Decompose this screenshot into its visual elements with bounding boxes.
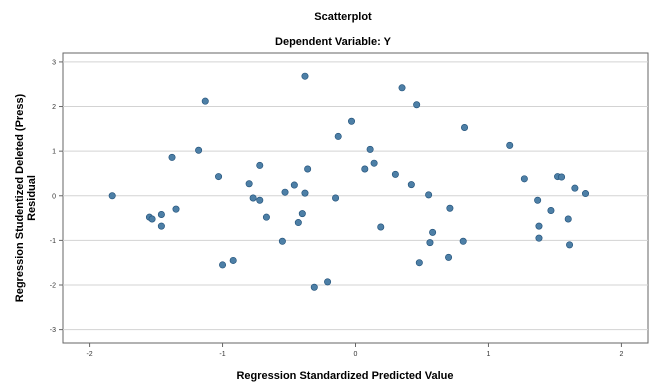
scatter-point (366, 145, 374, 153)
scatter-point (415, 259, 423, 267)
scatter-point (168, 153, 176, 161)
scatter-point (429, 228, 437, 236)
x-tick-label: -1 (219, 351, 225, 358)
scatter-point (425, 191, 433, 199)
scatter-point (324, 278, 332, 286)
scatter-point (219, 261, 227, 269)
scatter-point (262, 213, 270, 221)
x-tick-label: 2 (619, 351, 623, 358)
scatter-point (108, 192, 116, 200)
chart-title: Scatterplot (314, 11, 372, 23)
x-tick-label: 1 (487, 351, 491, 358)
scatter-point (278, 237, 286, 245)
scatter-point (195, 146, 203, 154)
scatter-point (520, 175, 528, 183)
scatter-point (535, 234, 543, 242)
x-tick-label: 0 (354, 351, 358, 358)
scatter-point (534, 196, 542, 204)
scatter-point (426, 239, 434, 247)
scatter-point (157, 222, 165, 230)
scatter-point (281, 188, 289, 196)
x-tick-label: -2 (86, 351, 92, 358)
data-points (108, 72, 590, 291)
scatter-point (245, 180, 253, 188)
y-tick-label: 0 (52, 193, 56, 200)
scatter-point (547, 206, 555, 214)
y-tick-label: 3 (52, 59, 56, 66)
scatter-point (148, 215, 156, 223)
scatter-point (461, 124, 469, 132)
scatter-point (361, 165, 369, 173)
scatter-point (157, 211, 165, 219)
y-axis-title-line2: Residual (26, 175, 38, 221)
y-axis-title-line1: Regression Studentized Deleted (Press) (14, 93, 26, 302)
scatter-point (256, 161, 264, 169)
scatter-point (298, 210, 306, 218)
scatter-point (558, 173, 566, 181)
scatter-point (310, 283, 318, 291)
y-tick-label: 2 (52, 104, 56, 111)
chart-subtitle: Dependent Variable: Y (275, 36, 392, 48)
scatter-point (290, 181, 298, 189)
scatter-point (398, 84, 406, 92)
scatter-point (215, 173, 223, 181)
scatter-point (334, 132, 342, 140)
scatter-point (370, 159, 378, 167)
y-tick-label: -1 (50, 238, 56, 245)
scatter-point (506, 141, 514, 149)
x-axis-ticks: -2 -1 0 1 2 (86, 343, 623, 358)
scatter-point (566, 241, 574, 249)
scatter-point (301, 72, 309, 80)
x-axis-title: Regression Standardized Predicted Value (236, 370, 453, 382)
y-tick-label: -2 (50, 283, 56, 290)
scatter-point (445, 253, 453, 261)
scatter-point (564, 215, 572, 223)
scatter-point (377, 223, 385, 231)
y-tick-label: 1 (52, 149, 56, 156)
scatter-point (348, 117, 356, 125)
scatter-point (571, 184, 579, 192)
scatter-point (391, 170, 399, 178)
scatter-point (407, 181, 415, 189)
scatter-point (535, 222, 543, 230)
scatter-point (413, 101, 421, 109)
scatter-point (332, 194, 340, 202)
scatter-point (459, 237, 467, 245)
scatter-point (301, 189, 309, 197)
scatter-point (446, 204, 454, 212)
scatter-point (256, 196, 264, 204)
y-axis-ticks: -3 -2 -1 0 1 2 3 (50, 59, 63, 334)
scatter-point (201, 97, 209, 105)
scatter-point (304, 165, 312, 173)
scatter-point (582, 190, 590, 198)
plot-area (62, 52, 649, 344)
scatter-point (172, 205, 180, 213)
scatter-point (294, 219, 302, 227)
scatter-point (229, 256, 237, 264)
grid-lines (63, 61, 648, 331)
scatter-point (249, 194, 257, 202)
y-tick-label: -3 (50, 327, 56, 334)
